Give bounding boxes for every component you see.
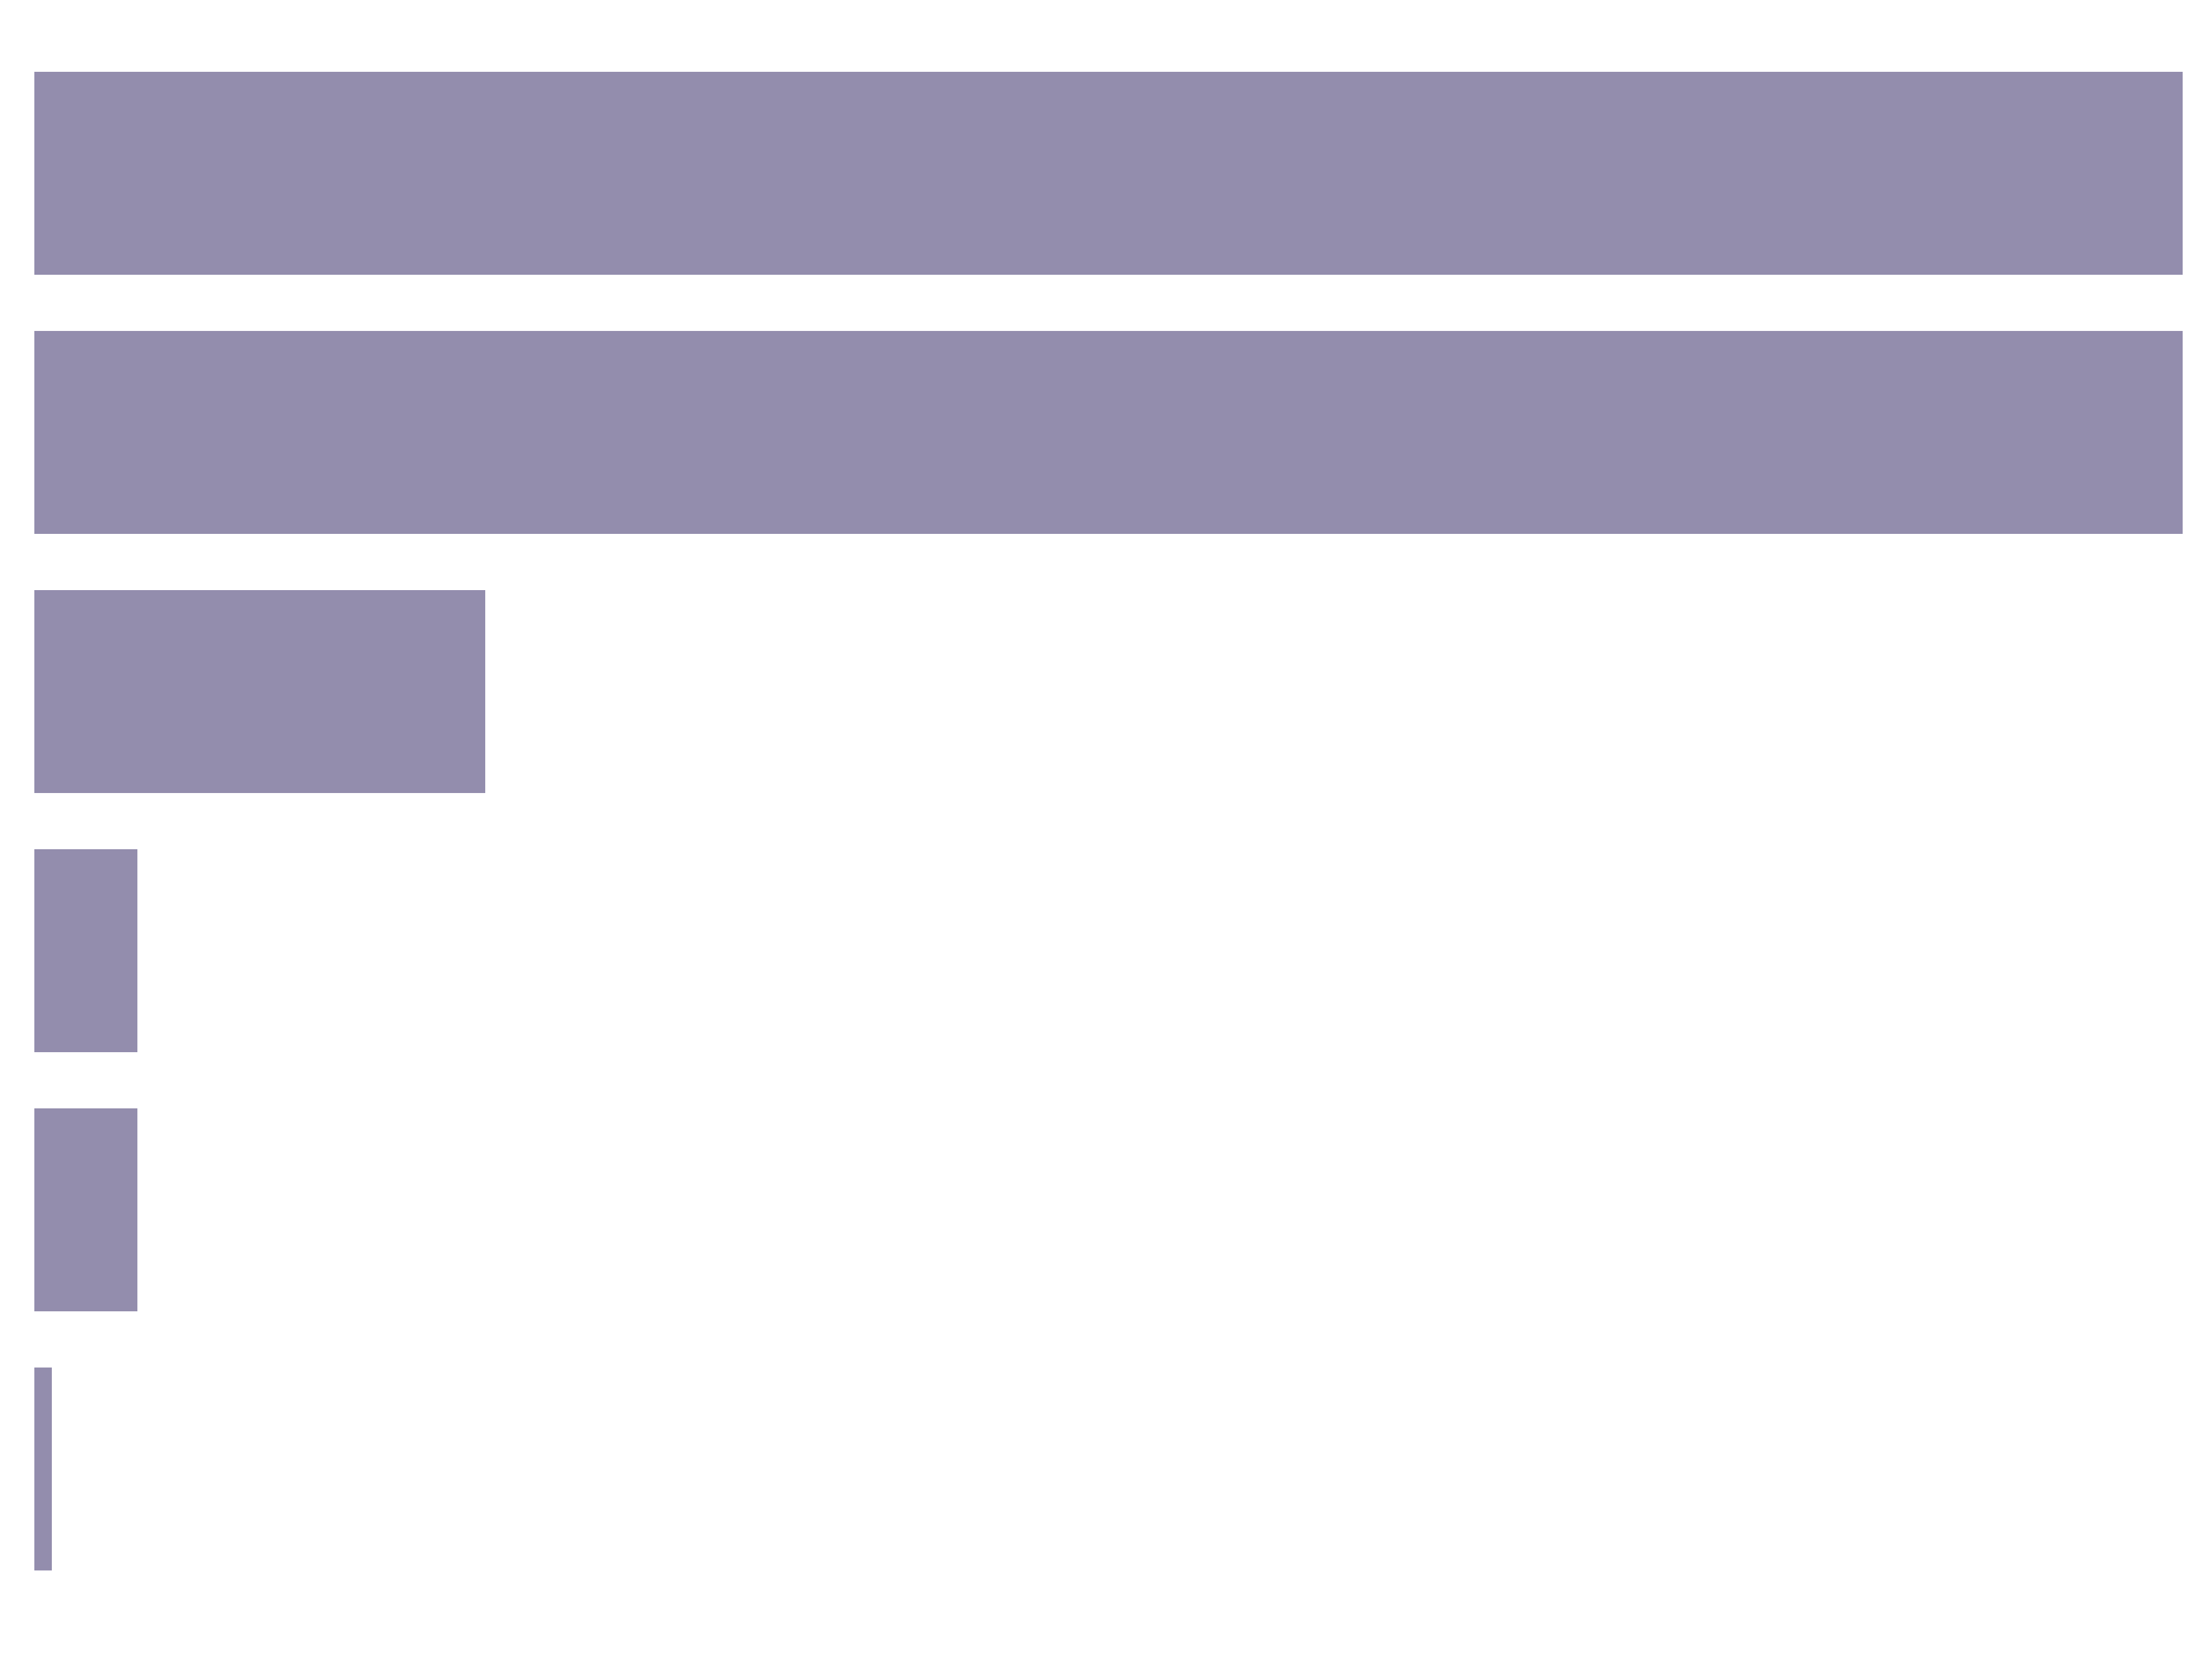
bar — [34, 1108, 137, 1311]
bar-row — [34, 1368, 2183, 1570]
bar-row — [34, 331, 2183, 534]
bar — [34, 331, 2183, 534]
bar-row — [34, 849, 2183, 1052]
bar — [34, 72, 2183, 275]
bar — [34, 590, 485, 793]
bar-row — [34, 590, 2183, 793]
bar — [34, 1368, 52, 1570]
bar-row — [34, 72, 2183, 275]
bar-row — [34, 1108, 2183, 1311]
bar — [34, 849, 137, 1052]
horizontal-bar-chart — [0, 0, 2212, 1661]
